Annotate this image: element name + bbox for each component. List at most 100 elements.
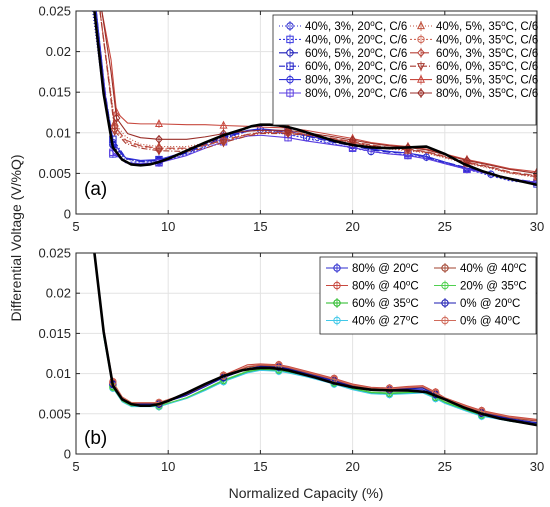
legend-label: 0% @ 20oC	[460, 296, 520, 311]
legend-item: 60%, 3%, 35oC, C/6	[410, 45, 538, 60]
x-tick-label: 25	[438, 459, 452, 474]
legend-marker	[333, 281, 341, 290]
degree-mark: o	[501, 32, 506, 41]
data-point	[219, 129, 228, 139]
legend-item: 40% @ 40oC	[434, 261, 527, 275]
y-tick-label: 0	[64, 207, 71, 222]
series-line	[93, 11, 537, 183]
legend-marker	[286, 89, 294, 97]
x-tick-label: 20	[345, 219, 359, 234]
legend-label: 80%, 5%, 35oC, C/6	[436, 72, 538, 87]
legend: 80% @ 20oC 80% @ 40oC 60% @ 35oC 40% @ 27oC…	[319, 256, 537, 335]
data-point	[154, 147, 163, 156]
x-tick-label: 5	[72, 219, 79, 234]
series-line	[99, 11, 537, 179]
degree-mark: o	[370, 72, 375, 81]
series-line	[93, 253, 537, 426]
panel-tag: (b)	[84, 428, 107, 449]
ticks: 5 10 15 20 25 30 0 0.005 0.01 0.015 0.02 0.025	[38, 4, 544, 235]
ticks: 5 10 15 20 25 30 0 0.005 0.01 0.015 0.02 0.025	[38, 246, 544, 475]
series-line	[99, 11, 537, 177]
data-point	[110, 128, 119, 137]
legend-label: 40%, 0%, 20oC, C/6	[305, 32, 407, 47]
data-point	[385, 385, 394, 393]
degree-mark: o	[501, 45, 506, 54]
legend-item: 60%, 5%, 20oC, C/6	[279, 45, 407, 60]
axes-frame	[75, 10, 538, 215]
legend-label: 80%, 0%, 20oC, C/6	[305, 86, 407, 101]
data-point	[284, 125, 292, 135]
y-tick-label: 0.005	[38, 166, 71, 181]
y-tick-label: 0.015	[38, 85, 71, 100]
legend-label: 60%, 5%, 20oC, C/6	[305, 45, 407, 60]
legend-item: 40%, 5%, 35oC, C/6	[410, 19, 538, 33]
degree-mark: o	[501, 59, 506, 68]
degree-mark: o	[514, 261, 519, 270]
legend-item: 0% @ 20oC	[434, 296, 520, 311]
legend-marker	[333, 264, 341, 272]
legend-item: 40%, 3%, 20oC, C/6	[279, 19, 407, 33]
legend-label: 80%, 0%, 35oC, C/6	[436, 86, 538, 101]
legend-item: 60%, 0%, 20oC, C/6	[279, 59, 407, 74]
x-tick-label: 20	[345, 459, 359, 474]
legend-label: 20% @ 35oC	[460, 278, 527, 293]
y-tick-label: 0.025	[38, 246, 71, 261]
degree-mark: o	[370, 32, 375, 41]
reference-line	[93, 253, 537, 427]
legend-box	[272, 14, 537, 126]
legend-marker	[286, 62, 294, 70]
degree-mark: o	[370, 45, 375, 54]
legend-label: 60%, 0%, 35oC, C/6	[436, 59, 538, 74]
y-tick-label: 0.01	[46, 366, 71, 381]
series-layer	[92, 11, 537, 188]
legend-box	[319, 256, 537, 335]
legend-item: 40%, 0%, 20oC, C/6	[279, 32, 407, 47]
degree-mark: o	[406, 296, 411, 305]
y-tick-label: 0	[64, 447, 71, 462]
legend-item: 80%, 0%, 20oC, C/6	[279, 86, 407, 101]
legend-marker	[416, 74, 426, 83]
legend-marker	[286, 22, 294, 30]
panel-b: 5 10 15 20 25 30 0 0.005 0.01 0.015 0.02 0.025 (b) 80…	[38, 246, 544, 475]
legend-marker	[417, 88, 425, 98]
data-point	[533, 168, 537, 178]
data-point	[112, 113, 121, 123]
degree-mark: o	[406, 261, 411, 270]
legend-marker	[286, 75, 294, 84]
x-axis-label: Normalized Capacity (%)	[229, 485, 384, 501]
y-tick-label: 0.005	[38, 406, 71, 421]
legend-item: 80% @ 20oC	[326, 261, 419, 276]
x-tick-label: 10	[161, 459, 175, 474]
series-line	[93, 11, 537, 185]
data-point	[219, 120, 228, 129]
legend-label: 40%, 0%, 35oC, C/6	[436, 32, 538, 47]
x-tick-label: 10	[161, 219, 175, 234]
degree-mark: o	[370, 59, 375, 68]
degree-mark: o	[370, 19, 375, 28]
legend-label: 0% @ 40oC	[460, 313, 520, 328]
legend: 40%, 3%, 20oC, C/640%, 0%, 20oC, C/660%,…	[272, 14, 538, 126]
data-point	[532, 173, 537, 182]
legend-label: 60%, 0%, 20oC, C/6	[305, 59, 407, 74]
legend-label: 80% @ 20oC	[352, 261, 419, 276]
legend-item: 80%, 3%, 20oC, C/6	[279, 72, 407, 87]
legend-marker	[417, 35, 425, 44]
y-tick-label: 0.025	[38, 4, 71, 19]
legend-item: 60% @ 35oC	[326, 296, 419, 310]
degree-mark: o	[507, 313, 512, 322]
data-point	[155, 134, 163, 144]
series-line	[99, 11, 537, 178]
legend-item: 40% @ 27oC	[326, 313, 419, 328]
degree-mark: o	[507, 296, 512, 305]
x-tick-label: 30	[530, 459, 544, 474]
legend-item: 60%, 0%, 35oC, C/6	[410, 59, 538, 74]
legend-item: 80%, 0%, 35oC, C/6	[410, 86, 538, 101]
series-line	[99, 11, 537, 178]
legend-item: 80% @ 40oC	[326, 278, 419, 293]
legend-label: 60%, 3%, 35oC, C/6	[436, 45, 538, 60]
degree-mark: o	[370, 86, 375, 95]
y-tick-label: 0.01	[46, 125, 71, 140]
y-tick-label: 0.015	[38, 326, 71, 341]
legend-marker	[417, 48, 425, 58]
legend-marker	[286, 49, 294, 57]
